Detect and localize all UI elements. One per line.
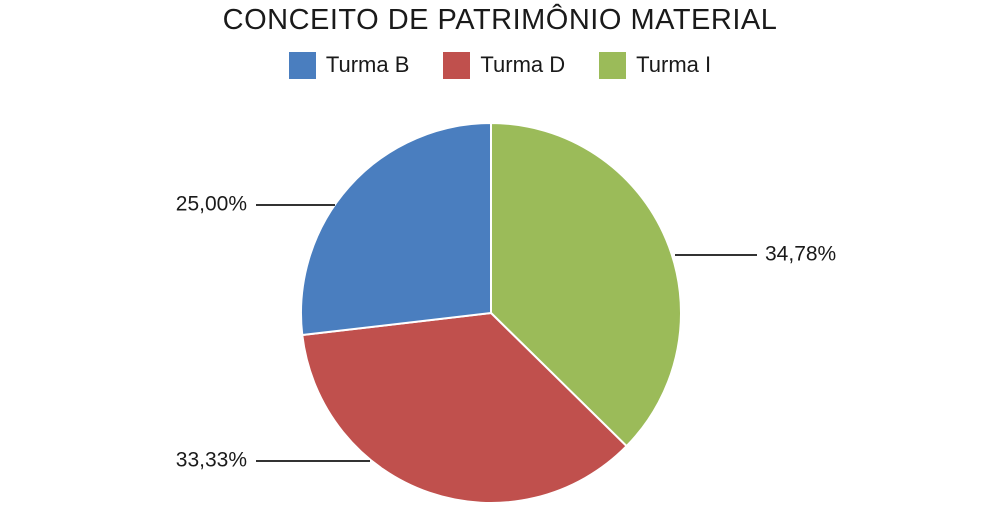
legend-swatch-turma-b: [288, 51, 316, 79]
legend-label-turma-b: Turma B: [325, 52, 410, 77]
data-label-turma-d: 33,33%: [176, 449, 247, 472]
legend-item-turma-b: Turma B: [288, 51, 410, 79]
legend-swatch-turma-i: [599, 51, 627, 79]
pie-slice-turma-b: [299, 121, 492, 337]
chart-title: CONCEITO DE PATRIMÔNIO MATERIAL: [222, 4, 778, 36]
data-label-turma-i: 34,78%: [765, 243, 836, 266]
legend-label-turma-i: Turma I: [636, 52, 712, 77]
legend-swatch-turma-d: [443, 51, 471, 79]
pie-slice-turma-i: [490, 121, 682, 448]
chart-legend: Turma B Turma D Turma I: [0, 50, 1000, 80]
legend-item-turma-i: Turma I: [599, 51, 711, 79]
data-label-turma-b: 25,00%: [176, 193, 247, 216]
legend-item-turma-d: Turma D: [443, 51, 565, 79]
pie-slice-turma-d: [301, 311, 628, 504]
legend-label-turma-d: Turma D: [480, 52, 566, 77]
